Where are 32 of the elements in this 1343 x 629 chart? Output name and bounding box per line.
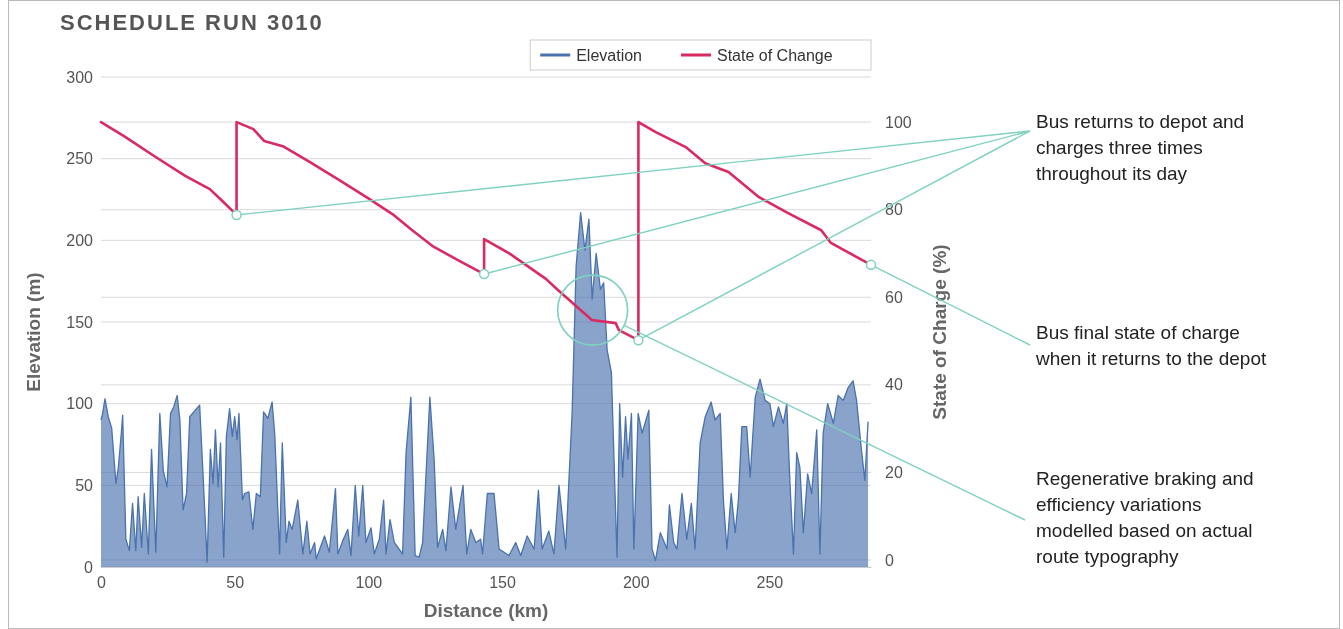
y-tick-label: 50 — [75, 476, 94, 494]
text: Bus final state of charge when it returns to the depot — [1035, 322, 1267, 369]
x-axis-title: Distance (km) — [423, 600, 549, 621]
text: Bus returns to depot and charges three times throughout its day — [1036, 111, 1245, 184]
point — [633, 334, 644, 346]
x-tick-label: 0 — [97, 574, 107, 592]
y2-tick-label: 100 — [885, 113, 912, 131]
y2-tick-label: 20 — [885, 464, 903, 482]
x-tick-label: 150 — [489, 574, 516, 592]
y-tick-label: 0 — [84, 558, 94, 576]
chart-title: SCHEDULE RUN 3010 — [60, 10, 324, 35]
x-tick-label: 50 — [226, 574, 245, 592]
y2-tick-label: 40 — [885, 376, 903, 394]
y-axis-title: Elevation (m) — [23, 272, 44, 392]
y-tick-label: 250 — [66, 150, 94, 168]
point — [478, 268, 490, 280]
point — [231, 209, 242, 221]
y-tick-label: 200 — [66, 231, 94, 249]
x-tick-label: 250 — [756, 574, 784, 592]
point — [865, 259, 877, 271]
y-tick-label: 150 — [66, 313, 94, 331]
x-tick-label: 100 — [355, 574, 383, 592]
y2-tick-label: 60 — [885, 288, 903, 306]
legend-label: State of Change — [717, 47, 833, 64]
y2-axis-title: State of Charge (%) — [929, 244, 950, 420]
y-tick-label: 300 — [66, 68, 94, 86]
y2-tick-label: 80 — [885, 201, 903, 219]
x-tick-label: 200 — [622, 574, 650, 592]
y2-tick-label: 0 — [885, 551, 894, 569]
y-tick-label: 100 — [66, 395, 94, 413]
legend-label: Elevation — [576, 47, 643, 64]
text: Regenerative braking and efficiency variations modelled based on actual route typography — [1036, 468, 1254, 567]
